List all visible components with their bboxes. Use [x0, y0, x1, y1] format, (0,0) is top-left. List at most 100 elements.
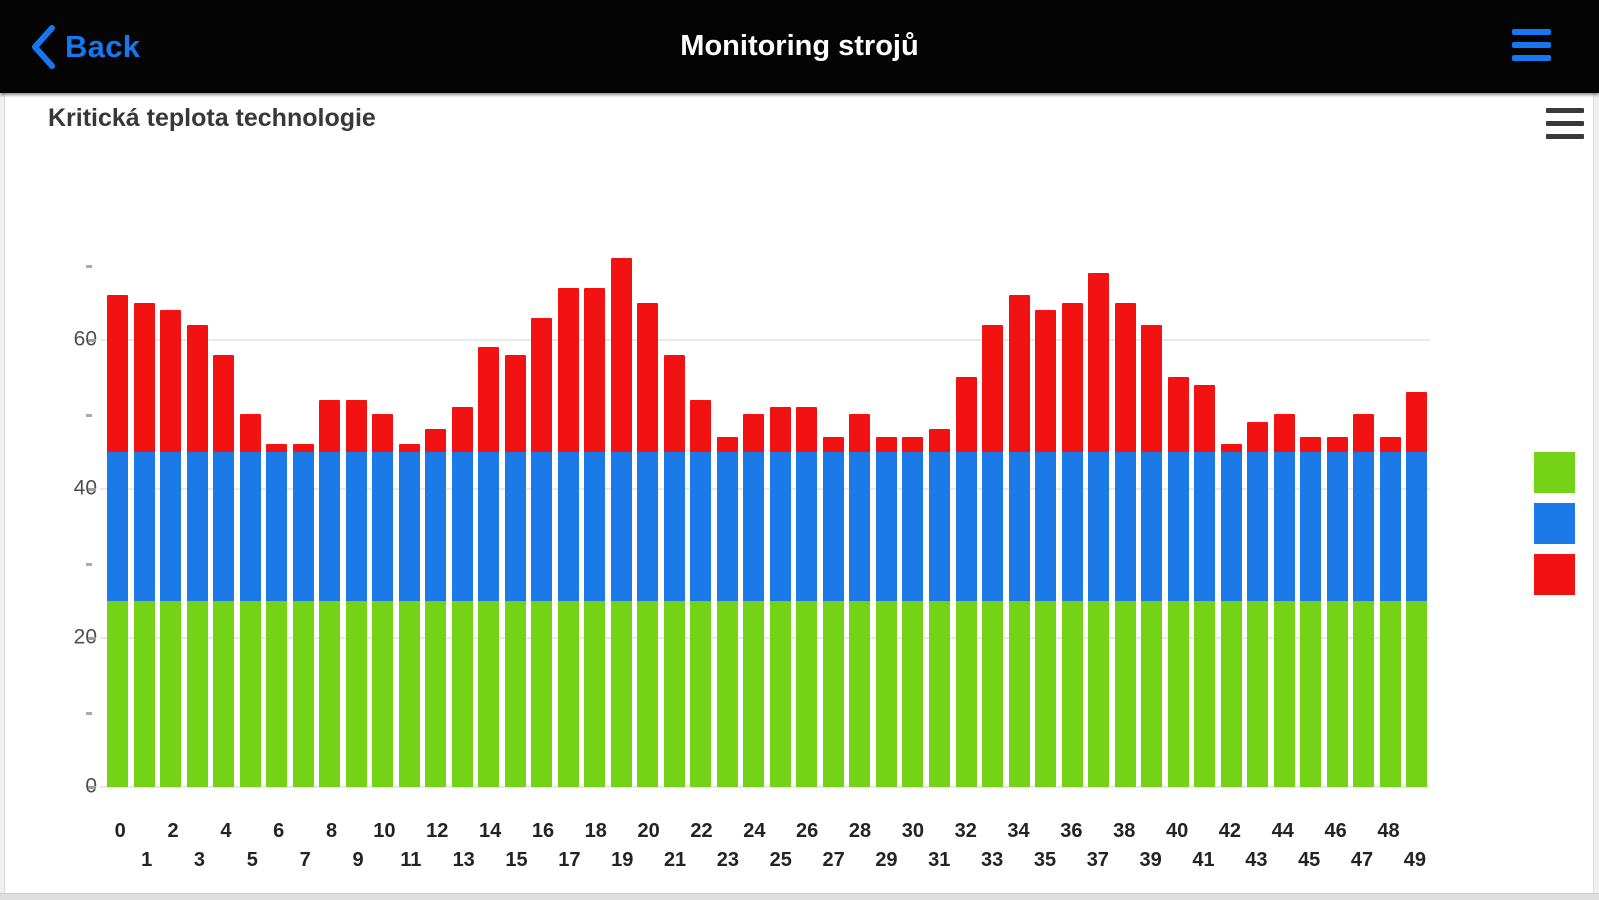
bar-column[interactable]	[875, 436, 897, 787]
bar-column[interactable]	[451, 407, 473, 787]
bar-column[interactable]	[292, 444, 314, 787]
bar-segment-blue	[345, 451, 367, 601]
bar-column[interactable]	[478, 347, 500, 787]
bar-column[interactable]	[822, 436, 844, 787]
bar-column[interactable]	[1194, 384, 1216, 787]
bar-segment-red	[186, 325, 208, 452]
bar-column[interactable]	[849, 414, 871, 787]
bar-segment-blue	[690, 451, 712, 601]
bar-column[interactable]	[663, 354, 685, 787]
legend-swatch-blue[interactable]	[1534, 503, 1575, 544]
legend-swatch-green[interactable]	[1534, 452, 1575, 493]
bar-column[interactable]	[610, 258, 632, 787]
bar-segment-red	[213, 354, 235, 452]
bar-column[interactable]	[372, 414, 394, 787]
bar-segment-green	[1008, 600, 1030, 787]
bar-segment-blue	[928, 451, 950, 601]
bar-column[interactable]	[743, 414, 765, 787]
bar-column[interactable]	[557, 287, 579, 787]
bar-column[interactable]	[1061, 302, 1083, 787]
bar-column[interactable]	[928, 429, 950, 787]
bar-column[interactable]	[160, 310, 182, 787]
bar-column[interactable]	[213, 354, 235, 787]
bar-segment-blue	[107, 451, 128, 601]
bar-column[interactable]	[1353, 414, 1375, 787]
bar-column[interactable]	[319, 399, 341, 787]
x-axis-label: 29	[875, 849, 898, 871]
bar-segment-red	[849, 414, 871, 452]
nav-menu-button[interactable]	[1512, 29, 1551, 61]
back-button[interactable]: Back	[30, 0, 140, 93]
bar-column[interactable]	[1167, 377, 1189, 787]
hamburger-icon	[1546, 121, 1584, 126]
bar-segment-blue	[610, 451, 632, 601]
bar-column[interactable]	[1088, 272, 1110, 787]
bar-column[interactable]	[531, 317, 553, 787]
bar-column[interactable]	[1379, 436, 1401, 787]
bar-column[interactable]	[504, 354, 526, 787]
y-axis-minor-tick	[86, 711, 92, 715]
bar-segment-blue	[1353, 451, 1375, 601]
back-button-label: Back	[65, 28, 141, 64]
bar-column[interactable]	[902, 436, 924, 787]
bar-column[interactable]	[1247, 421, 1269, 787]
bar-segment-blue	[557, 451, 579, 601]
bar-column[interactable]	[1035, 310, 1057, 787]
bar-column[interactable]	[1273, 414, 1295, 787]
bar-column[interactable]	[239, 414, 261, 787]
bar-column[interactable]	[186, 325, 208, 787]
bar-column[interactable]	[1114, 302, 1136, 787]
bar-segment-blue	[1114, 451, 1136, 601]
bar-segment-green	[319, 600, 341, 787]
bar-column[interactable]	[425, 429, 447, 787]
bar-column[interactable]	[1008, 295, 1030, 787]
navigation-bar: Monitoring strojů Back	[0, 0, 1599, 93]
bar-column[interactable]	[1406, 392, 1428, 787]
bar-column[interactable]	[955, 377, 977, 787]
bar-column[interactable]	[1326, 436, 1348, 787]
bar-column[interactable]	[1300, 436, 1322, 787]
bar-segment-green	[610, 600, 632, 787]
y-axis-tick	[88, 637, 96, 640]
bar-segment-green	[478, 600, 500, 787]
bar-segment-green	[1247, 600, 1269, 787]
x-axis-label: 12	[426, 820, 449, 842]
x-axis-label: 49	[1403, 849, 1426, 871]
bar-column[interactable]	[345, 399, 367, 787]
chart-context-menu-button[interactable]	[1546, 108, 1584, 139]
x-axis-label: 41	[1192, 849, 1215, 871]
bar-segment-green	[955, 600, 977, 787]
y-axis-label: 0	[0, 775, 97, 799]
x-axis-label: 40	[1165, 820, 1189, 842]
bar-segment-red	[292, 444, 314, 452]
bar-segment-green	[1379, 600, 1401, 787]
x-axis-label: 27	[822, 849, 845, 871]
bar-segment-red	[133, 302, 155, 452]
bar-column[interactable]	[1141, 325, 1163, 787]
bar-column[interactable]	[982, 325, 1004, 787]
bar-segment-blue	[239, 451, 261, 601]
bar-column[interactable]	[107, 295, 128, 787]
bar-column[interactable]	[398, 444, 420, 787]
legend-swatch-red[interactable]	[1534, 554, 1575, 595]
bar-column[interactable]	[1220, 444, 1242, 787]
bar-segment-red	[1247, 421, 1269, 452]
bar-segment-red	[769, 407, 791, 452]
x-axis-label: 18	[584, 820, 607, 842]
bar-column[interactable]	[266, 444, 288, 787]
bar-segment-red	[1273, 414, 1295, 452]
bar-segment-red	[584, 287, 606, 452]
bar-segment-blue	[425, 451, 447, 601]
nav-title: Monitoring strojů	[680, 30, 919, 62]
bar-column[interactable]	[690, 399, 712, 787]
bar-column[interactable]	[716, 436, 738, 787]
bar-column[interactable]	[584, 287, 606, 787]
x-axis-label: 4	[220, 820, 232, 842]
bar-column[interactable]	[637, 302, 659, 787]
bar-segment-green	[372, 600, 394, 787]
bar-column[interactable]	[796, 407, 818, 787]
bar-column[interactable]	[769, 407, 791, 787]
hamburger-icon	[1512, 42, 1551, 48]
bar-column[interactable]	[133, 302, 155, 787]
bar-segment-blue	[849, 451, 871, 601]
